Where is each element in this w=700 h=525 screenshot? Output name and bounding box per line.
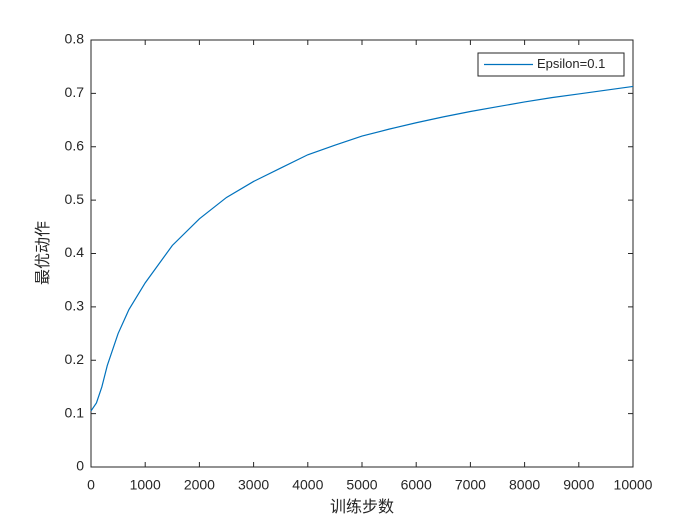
x-tick-label: 3000 (238, 477, 269, 493)
x-tick-label: 2000 (184, 477, 215, 493)
y-tick-label: 0.6 (65, 137, 85, 153)
x-tick-label: 0 (87, 477, 95, 493)
y-axis-label: 最优动作 (34, 221, 52, 285)
y-tick-label: 0.2 (65, 351, 85, 367)
x-tick-label: 9000 (563, 477, 594, 493)
y-tick-label: 0.7 (65, 84, 85, 100)
x-tick-label: 6000 (401, 477, 432, 493)
x-tick-label: 8000 (509, 477, 540, 493)
x-tick-label: 5000 (346, 477, 377, 493)
y-tick-label: 0.1 (65, 404, 85, 420)
x-axis-label: 训练步数 (330, 498, 394, 516)
x-tick-label: 10000 (614, 477, 653, 493)
x-tick-label: 7000 (455, 477, 486, 493)
x-tick-label: 4000 (292, 477, 323, 493)
y-tick-label: 0.8 (65, 31, 85, 47)
legend-label: Epsilon=0.1 (537, 56, 605, 71)
data-line (90, 85, 634, 412)
legend-box (477, 52, 625, 77)
y-tick-label: 0.3 (65, 298, 85, 314)
y-tick-label: 0.4 (65, 244, 85, 260)
x-tick-label: 1000 (130, 477, 161, 493)
y-tick-label: 0.5 (65, 191, 85, 207)
y-tick-label: 0 (76, 458, 84, 474)
